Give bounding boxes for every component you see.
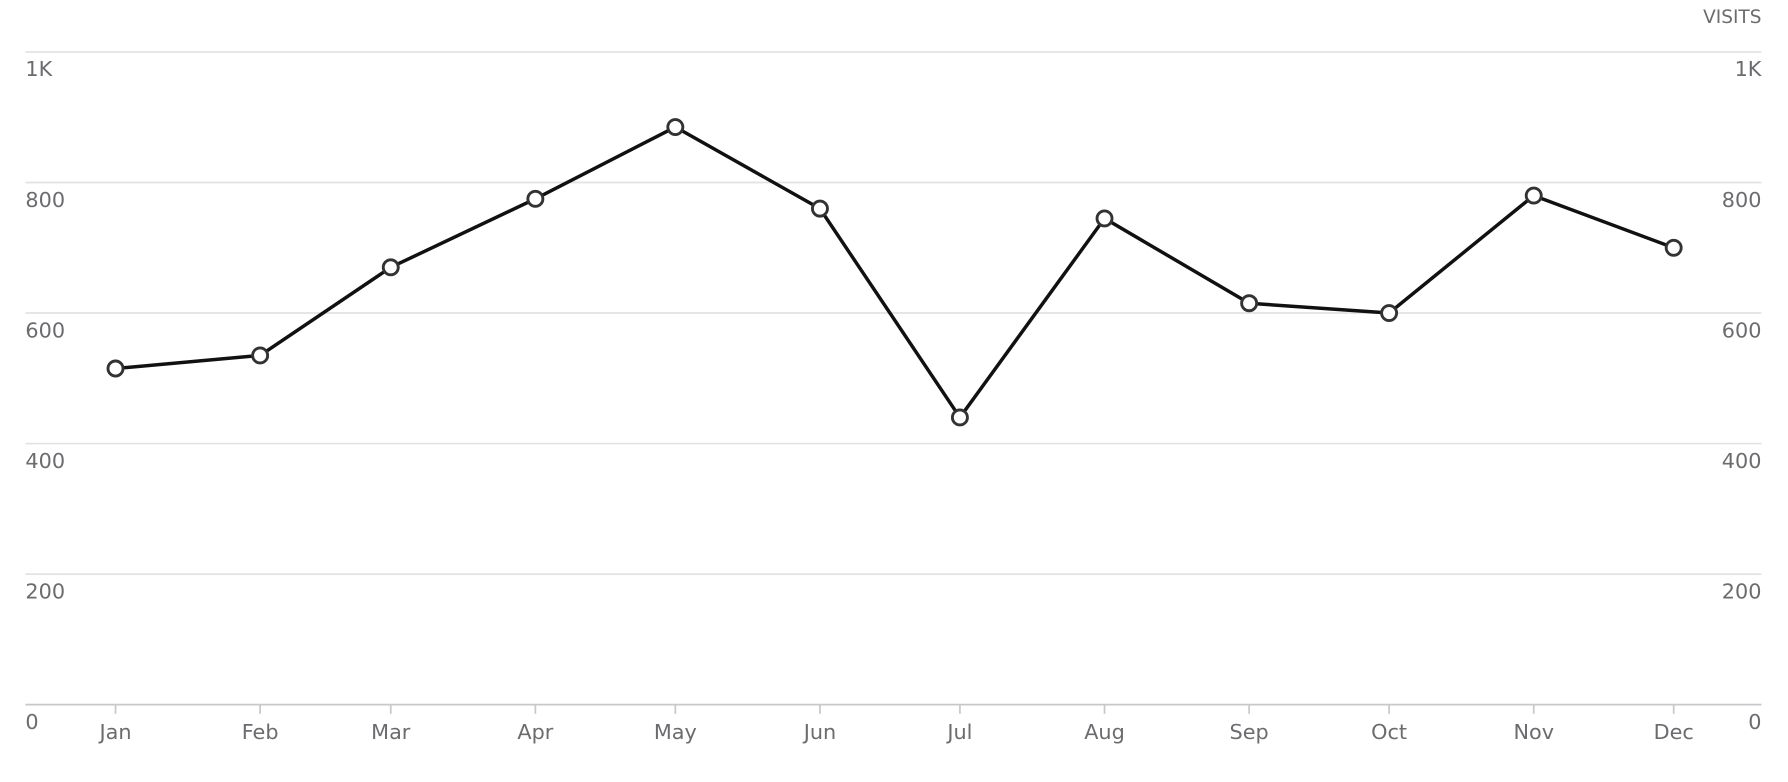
y-tick-label: 400 <box>25 449 65 473</box>
y2-tick-label: 400 <box>1722 449 1762 473</box>
y2-axis-label: VISITS <box>1703 7 1761 28</box>
point <box>1095 209 1114 228</box>
y-tick-label: 200 <box>25 579 65 603</box>
point <box>1524 186 1543 205</box>
x-tick-label: Mar <box>371 720 411 744</box>
point <box>106 359 125 378</box>
x-tick-label: Feb <box>242 720 279 744</box>
line <box>115 125 1675 420</box>
point <box>381 258 400 277</box>
y-tick-label: 800 <box>25 188 65 212</box>
y-tick-label: 1K <box>25 57 53 81</box>
y2-tick-label: 1K <box>1735 57 1763 81</box>
x-tick-label: Dec <box>1654 720 1694 744</box>
x-tick-label: Jan <box>97 720 131 744</box>
x-tick-label: Jul <box>945 720 972 744</box>
point <box>1664 238 1683 257</box>
x-tick-label: Sep <box>1230 720 1269 744</box>
point <box>666 118 685 136</box>
point <box>1240 294 1259 313</box>
point <box>950 408 969 427</box>
point <box>526 189 545 208</box>
x-tick-label: Apr <box>517 720 553 744</box>
x-tick-label: May <box>654 720 697 744</box>
x-tick-label: Oct <box>1371 720 1407 744</box>
x-tick-label: Aug <box>1084 720 1125 744</box>
y2-tick-label: 200 <box>1722 579 1762 603</box>
point <box>810 199 829 218</box>
y2-tick-label: 800 <box>1722 188 1762 212</box>
y-tick-label: 0 <box>25 710 38 734</box>
y2-tick-label: 600 <box>1722 318 1762 342</box>
point <box>1380 304 1399 322</box>
y2-tick-label: 0 <box>1748 710 1761 734</box>
point <box>251 346 270 365</box>
x-tick-label: Nov <box>1513 720 1554 744</box>
x-tick-label: Jun <box>802 720 836 744</box>
y-tick-label: 600 <box>25 318 65 342</box>
